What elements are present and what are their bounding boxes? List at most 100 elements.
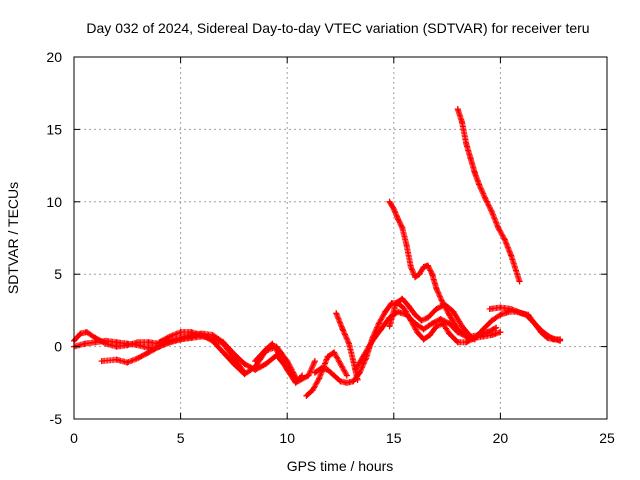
data-point bbox=[429, 320, 436, 327]
data-point bbox=[360, 352, 367, 359]
data-point bbox=[145, 339, 152, 346]
data-point bbox=[495, 224, 502, 231]
series-track-10 bbox=[386, 295, 500, 340]
data-point bbox=[399, 224, 406, 231]
data-point bbox=[403, 311, 410, 318]
data-point bbox=[392, 300, 399, 307]
data-point bbox=[463, 333, 470, 340]
data-point bbox=[501, 236, 508, 243]
data-point bbox=[405, 303, 412, 310]
data-point bbox=[311, 358, 318, 365]
x-tick-label: 10 bbox=[279, 430, 295, 446]
data-point bbox=[305, 372, 312, 379]
data-point bbox=[424, 314, 431, 321]
data-point bbox=[124, 359, 131, 366]
data-point bbox=[433, 305, 440, 312]
series-track-6 bbox=[303, 349, 350, 399]
data-point bbox=[446, 311, 453, 318]
data-point bbox=[324, 353, 331, 360]
data-point bbox=[275, 350, 282, 357]
data-point bbox=[557, 336, 564, 343]
y-tick-label: 20 bbox=[46, 49, 62, 65]
y-axis-label: SDTVAR / TECUs bbox=[5, 182, 21, 294]
data-point bbox=[550, 336, 557, 343]
data-point bbox=[488, 332, 495, 339]
data-point bbox=[486, 305, 493, 312]
data-point bbox=[395, 216, 402, 223]
data-point bbox=[350, 378, 357, 385]
data-point bbox=[416, 271, 423, 278]
data-point bbox=[439, 300, 446, 307]
data-point bbox=[484, 329, 491, 336]
data-point bbox=[337, 378, 344, 385]
data-point bbox=[134, 355, 141, 362]
data-point bbox=[378, 326, 385, 333]
data-point bbox=[77, 330, 84, 337]
data-point bbox=[454, 339, 461, 346]
data-point bbox=[476, 181, 483, 188]
data-point bbox=[454, 326, 461, 333]
data-point bbox=[309, 387, 316, 394]
data-point bbox=[331, 372, 338, 379]
y-tick-label: -5 bbox=[50, 411, 63, 427]
data-point bbox=[412, 320, 419, 327]
data-point bbox=[429, 271, 436, 278]
x-tick-label: 5 bbox=[177, 430, 185, 446]
data-point bbox=[386, 323, 393, 330]
data-point bbox=[220, 349, 227, 356]
data-point bbox=[134, 342, 141, 349]
data-point bbox=[292, 379, 299, 386]
data-point bbox=[537, 329, 544, 336]
data-points bbox=[71, 106, 564, 399]
data-point bbox=[252, 363, 259, 370]
data-point bbox=[369, 337, 376, 344]
data-point bbox=[437, 316, 444, 323]
data-point bbox=[113, 339, 120, 346]
data-point bbox=[482, 195, 489, 202]
x-tick-label: 20 bbox=[493, 430, 509, 446]
data-point bbox=[337, 360, 344, 367]
data-point bbox=[166, 333, 173, 340]
data-point bbox=[220, 340, 227, 347]
data-point bbox=[414, 329, 421, 336]
data-point bbox=[433, 285, 440, 292]
data-point bbox=[252, 358, 259, 365]
data-point bbox=[488, 208, 495, 215]
data-point bbox=[518, 310, 525, 317]
data-point bbox=[343, 372, 350, 379]
data-point bbox=[113, 356, 120, 363]
data-point bbox=[331, 349, 338, 356]
data-point bbox=[241, 360, 248, 367]
data-point bbox=[531, 320, 538, 327]
data-point bbox=[156, 339, 163, 346]
data-point bbox=[497, 329, 504, 336]
data-point bbox=[177, 336, 184, 343]
data-point bbox=[508, 252, 515, 259]
data-point bbox=[382, 308, 389, 315]
data-point bbox=[525, 311, 532, 318]
data-point bbox=[488, 317, 495, 324]
chart-title: Day 032 of 2024, Sidereal Day-to-day VTE… bbox=[86, 20, 589, 36]
data-point bbox=[420, 336, 427, 343]
data-point bbox=[463, 339, 470, 346]
series-track-8 bbox=[333, 310, 361, 383]
y-tick-label: 15 bbox=[46, 121, 62, 137]
data-point bbox=[497, 304, 504, 311]
data-point bbox=[81, 340, 88, 347]
y-tick-label: 10 bbox=[46, 194, 62, 210]
data-point bbox=[83, 329, 90, 336]
data-point bbox=[352, 366, 359, 373]
x-axis-label: GPS time / hours bbox=[287, 458, 394, 474]
y-tick-label: 5 bbox=[54, 266, 62, 282]
series-track-5 bbox=[252, 340, 306, 386]
data-point bbox=[102, 337, 109, 344]
data-point bbox=[476, 332, 483, 339]
data-point bbox=[188, 334, 195, 341]
series-track-12 bbox=[454, 106, 523, 285]
data-point bbox=[450, 308, 457, 315]
x-tick-label: 25 bbox=[599, 430, 615, 446]
data-point bbox=[299, 372, 306, 379]
data-point bbox=[497, 311, 504, 318]
